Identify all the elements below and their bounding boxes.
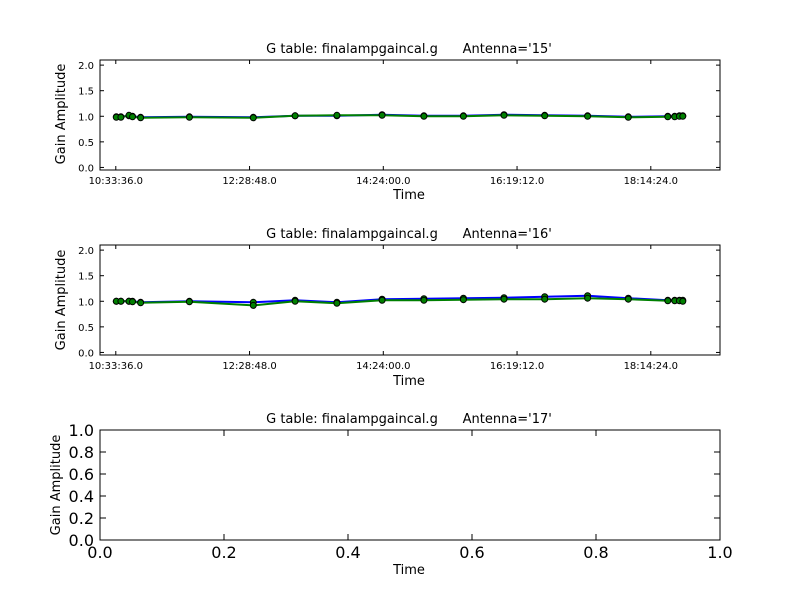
series-2-point (117, 113, 125, 121)
x-tick-label: 12:28:48.0 (222, 176, 276, 187)
x-tick-label: 0.0 (87, 543, 112, 562)
panel-1-series (112, 111, 687, 122)
series-2-point (129, 298, 136, 306)
panel-1-y-axis-label: Gain Amplitude (54, 64, 69, 165)
panel-1-frame (99, 59, 721, 171)
panel-2-ticks: 10:33:36.0 12:28:48.0 14:24:00.0 16:19:12.0… (78, 245, 720, 372)
x-tick-label: 1.0 (707, 543, 732, 562)
series-2-point (541, 295, 549, 303)
panel-2-series (112, 292, 687, 309)
y-tick-label: 0.0 (78, 348, 94, 359)
panel-1-ticks: 10:33:36.0 12:28:48.0 14:24:00.0 16:19:12.0… (78, 60, 720, 187)
y-tick-label: 2.0 (78, 61, 94, 72)
y-tick-label: 1.0 (78, 297, 94, 308)
x-tick-label: 10:33:36.0 (89, 176, 143, 187)
y-tick-label: 0.0 (69, 531, 94, 550)
series-2-point (378, 296, 386, 304)
x-tick-label: 12:28:48.0 (222, 361, 276, 372)
series-2-point (584, 112, 592, 120)
series-2-point (117, 297, 125, 305)
x-tick-label: 16:19:12.0 (490, 176, 544, 187)
panel-3-title: G table: finalampgaincal.g Antenna='17' (266, 412, 552, 427)
y-tick-label: 1.0 (69, 421, 94, 440)
series-2-point (624, 295, 632, 303)
y-tick-label: 0.4 (69, 487, 94, 506)
panel-3-frame (99, 429, 721, 541)
series-2-point (333, 299, 341, 307)
series-2-point (664, 297, 672, 305)
y-tick-label: 0.6 (69, 465, 94, 484)
x-tick-label: 18:14:24.0 (624, 361, 678, 372)
x-tick-label: 18:14:24.0 (624, 176, 678, 187)
series-2-point (185, 113, 193, 121)
x-tick-label: 16:19:12.0 (490, 361, 544, 372)
y-tick-label: 2.0 (78, 246, 94, 257)
x-tick-label: 0.2 (211, 543, 236, 562)
series-2-point (459, 112, 467, 120)
x-tick-label: 10:33:36.0 (89, 361, 143, 372)
y-tick-label: 1.5 (78, 87, 94, 98)
panel-2-title: G table: finalampgaincal.g Antenna='16' (266, 227, 552, 242)
y-tick-label: 1.5 (78, 272, 94, 283)
panel-3-x-axis-label: Time (392, 563, 425, 578)
series-2-point (459, 296, 467, 304)
panel-2-x-axis-label: Time (392, 374, 425, 389)
series-2-point (137, 114, 145, 122)
y-tick-label: 0.5 (78, 323, 94, 334)
y-tick-label: 0.5 (78, 138, 94, 149)
series-2-point (185, 298, 193, 306)
x-tick-label: 0.8 (583, 543, 608, 562)
x-tick-label: 0.6 (459, 543, 484, 562)
y-tick-label: 0.0 (78, 163, 94, 174)
series-2-point (420, 112, 428, 120)
panel-3-y-axis-label: Gain Amplitude (49, 435, 64, 536)
panel-2-y-axis-label: Gain Amplitude (54, 250, 69, 351)
series-2-point (378, 111, 386, 119)
series-2-point (333, 111, 341, 119)
series-2-point (249, 114, 257, 122)
series-2-point (129, 113, 136, 121)
series-2-point (584, 294, 592, 302)
series-2-point (679, 297, 687, 305)
panel-1-x-axis-label: Time (392, 188, 425, 203)
y-tick-label: 0.2 (69, 509, 94, 528)
series-2-point (679, 112, 687, 120)
series-2-point (291, 297, 299, 305)
y-tick-label: 0.8 (69, 443, 94, 462)
series-2-point (664, 113, 672, 121)
series-2-point (624, 113, 632, 121)
panel-1-title: G table: finalampgaincal.g Antenna='15' (266, 42, 552, 57)
x-tick-label: 14:24:00.0 (356, 176, 410, 187)
series-2-point (291, 112, 299, 120)
y-tick-label: 1.0 (78, 112, 94, 123)
panel-3-ticks: 0.0 0.2 0.4 0.6 0.8 1.0 0.0 0.2 0.4 0.6 0.8 1.0 (69, 421, 733, 562)
panel-2-frame (99, 244, 721, 356)
series-2-point (500, 111, 508, 119)
series-2-point (420, 296, 428, 304)
panel-antenna-17: G table: finalampgaincal.g Antenna='17' … (49, 412, 733, 578)
series-2-point (137, 299, 145, 307)
series-2-point (541, 112, 549, 120)
series-2-point (249, 301, 257, 309)
x-tick-label: 14:24:00.0 (356, 361, 410, 372)
panel-antenna-15: G table: finalampgaincal.g Antenna='15' … (54, 42, 721, 203)
panel-antenna-16: G table: finalampgaincal.g Antenna='16' … (54, 227, 721, 389)
x-tick-label: 0.4 (335, 543, 360, 562)
series-2-point (500, 295, 508, 303)
